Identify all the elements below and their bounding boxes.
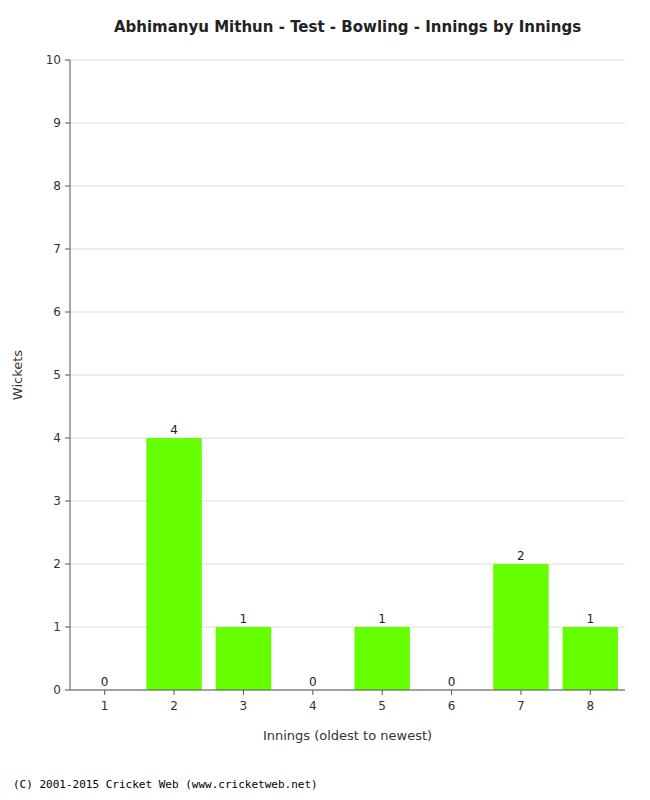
y-tick: [65, 375, 70, 376]
x-tick-label: 5: [378, 699, 386, 713]
grid-line: [70, 690, 625, 691]
y-tick-label: 2: [53, 557, 61, 571]
data-label: 1: [378, 612, 386, 626]
data-label: 0: [101, 675, 109, 689]
y-tick-label: 5: [53, 368, 61, 382]
grid-line: [70, 375, 625, 376]
y-axis: 0 1 2 3 4 5 6 7 8 9 10: [46, 53, 70, 697]
grid-line: [70, 60, 625, 61]
footer: (C) 2001-2015 Cricket Web (www.cricketwe…: [13, 778, 318, 791]
y-axis-label: Wickets: [10, 350, 25, 400]
x-tick: [312, 690, 313, 695]
x-tick: [520, 690, 521, 695]
bar: [216, 627, 272, 690]
grid-line: [70, 186, 625, 187]
y-tick: [65, 60, 70, 61]
x-tick: [243, 690, 244, 695]
bar: [493, 564, 549, 690]
y-tick: [65, 438, 70, 439]
x-axis: 1 2 3 4 5 6 7 8: [101, 690, 594, 713]
y-tick-label: 6: [53, 305, 61, 319]
chart-container: 0123456789100410102112345678Abhimanyu Mi…: [0, 0, 650, 800]
bar: [563, 627, 619, 690]
x-tick-label: 3: [240, 699, 248, 713]
grid-line: [70, 249, 625, 250]
data-label: 0: [448, 675, 456, 689]
title: Abhimanyu Mithun - Test - Bowling - Inni…: [114, 18, 581, 36]
x-tick: [174, 690, 175, 695]
bar: [146, 438, 202, 690]
y-tick-label: 9: [53, 116, 61, 130]
data-label: 2: [517, 549, 525, 563]
chart-svg: 0123456789100410102112345678Abhimanyu Mi…: [0, 0, 650, 800]
y-tick-label: 7: [53, 242, 61, 256]
y-tick-label: 0: [53, 683, 61, 697]
x-tick: [382, 690, 383, 695]
x-tick-label: 2: [170, 699, 178, 713]
y-tick-label: 4: [53, 431, 61, 445]
y-tick: [65, 312, 70, 313]
x-axis-line: [70, 690, 625, 691]
y-tick-label: 1: [53, 620, 61, 634]
data-label: 4: [170, 423, 178, 437]
y-grid: [70, 60, 625, 690]
bar: [354, 627, 410, 690]
y-tick: [65, 564, 70, 565]
y-tick: [65, 186, 70, 187]
x-tick: [104, 690, 105, 695]
data-label: 1: [586, 612, 594, 626]
y-tick-label: 8: [53, 179, 61, 193]
x-tick-label: 1: [101, 699, 109, 713]
x-tick-label: 4: [309, 699, 317, 713]
y-tick-label: 10: [46, 53, 61, 67]
y-tick-label: 3: [53, 494, 61, 508]
x-tick-label: 8: [586, 699, 594, 713]
y-tick: [65, 123, 70, 124]
x-tick: [451, 690, 452, 695]
y-tick: [65, 501, 70, 502]
y-tick: [65, 690, 70, 691]
x-tick-label: 7: [517, 699, 525, 713]
y-tick: [65, 627, 70, 628]
data-label: 1: [240, 612, 248, 626]
y-tick: [65, 249, 70, 250]
grid-line: [70, 312, 625, 313]
data-labels: 0 4 1 0 1 0 2 1: [101, 423, 594, 689]
bars: [146, 438, 618, 690]
x-tick-label: 6: [448, 699, 456, 713]
data-label: 0: [309, 675, 317, 689]
x-axis-label: Innings (oldest to newest): [263, 728, 432, 743]
background: [0, 0, 650, 800]
grid-line: [70, 123, 625, 124]
x-tick: [590, 690, 591, 695]
y-axis-line: [70, 60, 71, 690]
